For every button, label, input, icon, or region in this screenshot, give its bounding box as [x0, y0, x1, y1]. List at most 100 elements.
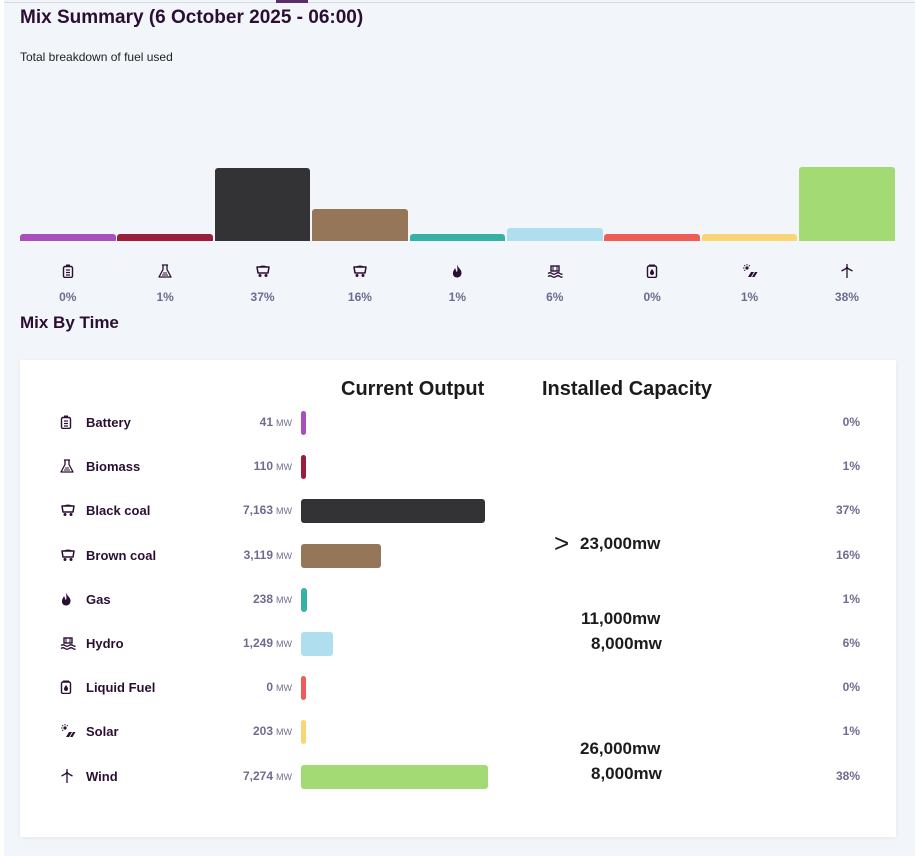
solar-icon [60, 724, 76, 740]
summary-percentage: 0% [643, 290, 661, 304]
output-bar-brown-coal[interactable] [301, 543, 381, 568]
summary-bar-battery[interactable] [20, 234, 116, 241]
summary-bar-wind[interactable] [799, 167, 895, 241]
summary-bar-gas[interactable] [409, 234, 506, 241]
biomass-icon [155, 264, 175, 280]
hydro-icon [60, 636, 76, 652]
fuel-label: Wind [86, 768, 118, 784]
fuel-percentage: 6% [842, 636, 860, 650]
fuel-output-value: 7,274 MW [243, 769, 292, 783]
battery-icon [58, 264, 78, 280]
output-bar-biomass[interactable] [301, 455, 306, 480]
summary-percentage: 1% [448, 290, 467, 304]
fuel-percentage: 0% [842, 680, 860, 695]
summary-bar-solar[interactable] [701, 234, 798, 241]
fuel-label: Solar [86, 724, 119, 740]
output-number: 238 [252, 591, 273, 606]
wind-icon [837, 264, 857, 280]
fuel-label: Hydro [86, 636, 124, 651]
top-divider [4, 2, 915, 3]
fuel-percentage: 38% [835, 768, 860, 783]
output-bar-solar[interactable] [301, 720, 306, 745]
mix-panel: Mix Summary (6 October 2025 - 06:00) Tot… [4, 0, 915, 856]
fuel-percentage: 1% [842, 459, 860, 474]
fuel-output-value: 0 MW [266, 680, 292, 694]
mix-summary-chart: 0% 1% 37% 16% 1% 6% 0% 1% 38% [4, 0, 915, 304]
coal-icon [253, 264, 273, 280]
fuel-row-battery[interactable]: Battery 41 MW 0% [20, 408, 896, 438]
output-bar-hydro[interactable] [301, 632, 333, 656]
battery-icon [60, 415, 76, 431]
section-title: Mix By Time [20, 313, 119, 332]
output-bar-battery[interactable] [301, 411, 306, 435]
output-number: 3,119 [243, 547, 273, 562]
fuel-output-value: 203 MW [253, 724, 292, 738]
fuel-percentage: 0% [842, 415, 860, 429]
output-unit: MW [276, 771, 292, 782]
summary-bar-brown-coal[interactable] [312, 209, 408, 241]
output-number: 41 [259, 415, 273, 429]
summary-percentage: 37% [250, 290, 275, 304]
capacity-arrow: > [554, 528, 570, 558]
coal-icon [350, 264, 370, 280]
summary-bar-hydro[interactable] [507, 228, 603, 241]
fuel-percentage: 1% [842, 591, 860, 606]
fuel-row-hydro[interactable]: Hydro 1,249 MW 6% [20, 629, 896, 659]
output-unit: MW [276, 462, 292, 473]
output-number: 110 [253, 459, 273, 474]
fuel-label: Gas [86, 591, 111, 607]
fuel-row-brown-coal[interactable]: Brown coal 3,119 MW 16% [20, 541, 896, 571]
fuel-label: Liquid Fuel [86, 680, 156, 696]
output-bar-black-coal[interactable] [301, 499, 485, 524]
gas-icon [60, 592, 76, 608]
current-output-header: Current Output [341, 378, 485, 400]
output-number: 7,274 [242, 768, 273, 783]
fuel-row-gas[interactable]: Gas 238 MW 1% [20, 585, 896, 615]
summary-percentage: 0% [59, 290, 77, 304]
coal-icon [60, 548, 76, 564]
fuel-row-liquid-fuel[interactable]: Liquid Fuel 0 MW 0% [20, 673, 896, 703]
fuel-label: Biomass [86, 459, 141, 475]
summary-percentage: 16% [347, 290, 372, 304]
fuel-row-wind[interactable]: Wind 7,274 MW 38% [20, 762, 896, 792]
summary-percentage: 1% [740, 290, 759, 304]
output-unit: MW [276, 594, 292, 605]
output-bar-liquid-fuel[interactable] [301, 676, 306, 701]
output-unit: MW [276, 418, 292, 428]
page-title: Mix Summary (6 October 2025 - 06:00) [20, 7, 364, 28]
solar-capacity: 26,000mw [580, 739, 661, 758]
output-number: 7,163 [242, 503, 273, 518]
output-unit: MW [276, 639, 292, 649]
fuel-percentage: 1% [842, 724, 860, 739]
active-tab-indicator [276, 0, 308, 3]
fuel-output-value: 238 MW [253, 592, 292, 606]
fuel-output-value: 3,119 MW [244, 548, 292, 562]
fuel-row-black-coal[interactable]: Black coal 7,163 MW 37% [20, 496, 896, 526]
liquid-fuel-icon [642, 264, 662, 280]
output-unit: MW [276, 727, 292, 738]
fuel-label: Black coal [86, 503, 151, 519]
fuel-row-solar[interactable]: Solar 203 MW 1% [20, 717, 896, 747]
fuel-percentage: 16% [835, 547, 860, 562]
summary-bar-liquid-fuel[interactable] [604, 234, 700, 241]
gas-icon [447, 264, 467, 280]
biomass-icon [60, 459, 76, 475]
summary-percentage: 6% [546, 290, 564, 304]
hydro-capacity: 8,000mw [591, 634, 662, 653]
output-bar-gas[interactable] [301, 587, 307, 612]
fuel-label: Brown coal [86, 547, 157, 563]
liquid-fuel-icon [60, 680, 76, 696]
page-subtitle: Total breakdown of fuel used [20, 50, 173, 64]
summary-bar-biomass[interactable] [117, 234, 213, 241]
output-number: 203 [252, 724, 273, 739]
fuel-label: Battery [86, 415, 131, 430]
output-bar-wind[interactable] [301, 764, 488, 789]
output-unit: MW [276, 683, 292, 694]
mix-by-time-card: Current Output Installed Capacity > 23,0… [20, 360, 896, 837]
fuel-percentage: 37% [835, 503, 860, 518]
output-number: 1,249 [242, 636, 273, 650]
coal-icon [60, 503, 76, 519]
fuel-row-biomass[interactable]: Biomass 110 MW 1% [20, 452, 896, 482]
summary-bar-black-coal[interactable] [214, 168, 311, 241]
output-unit: MW [276, 550, 292, 561]
